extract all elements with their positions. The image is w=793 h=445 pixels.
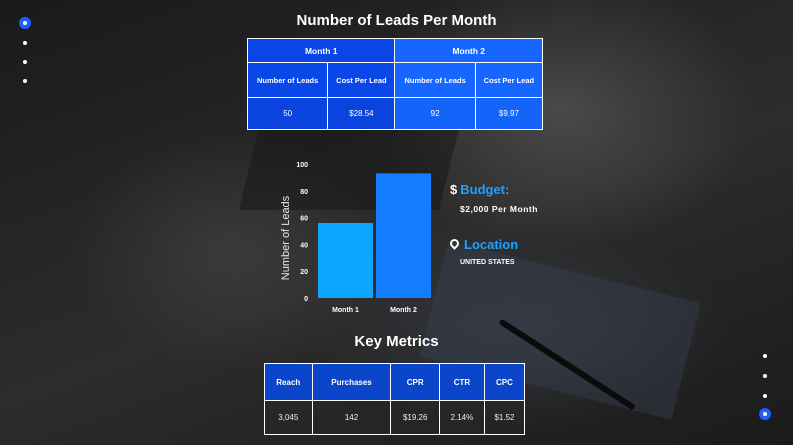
slide-nav-dot[interactable] [23,60,27,64]
slide-nav-dot-active[interactable] [759,408,771,420]
month1-leads-header: Number of Leads [246,62,329,98]
location-label: Location [464,237,519,252]
location-title: Location [448,237,519,252]
page-title: Number of Leads Per Month [296,12,497,29]
month1-header: Month 1 [246,38,396,63]
metric-value: 2.14% [438,400,485,435]
metric-value: $1.52 [483,400,526,435]
metric-header: Reach [264,363,313,401]
location-value: UNITED STATES [460,259,515,266]
budget-value: $2,000 Per Month [460,204,538,214]
slide-nav-dot[interactable] [763,374,767,378]
metric-value: 3,045 [264,400,313,435]
leads-per-month-table: Month 1 Month 2 Number of Leads Cost Per… [246,38,544,130]
month2-header: Month 2 [394,38,543,63]
y-tick-label: 20 [300,269,308,276]
metric-header: CTR [438,363,485,401]
budget-label: Budget: [460,182,510,197]
slide-nav-dot[interactable] [23,41,27,45]
month2-cost-header: Cost Per Lead [474,62,544,98]
month1-cost-value: $28.54 [327,97,396,130]
slide-nav-dot-active[interactable] [19,17,31,29]
month1-leads-value: 50 [246,97,329,130]
month1-cost-header: Cost Per Lead [327,62,396,98]
metric-header: Purchases [311,363,392,401]
month2-leads-header: Number of Leads [394,62,476,98]
dollar-icon: $ [450,182,458,197]
key-metrics-table: Reach Purchases CPR CTR CPC 3,045 142 $1… [264,363,526,435]
metric-header: CPC [483,363,526,401]
x-tick-label: Month 2 [390,307,417,314]
y-tick-label: 40 [300,242,308,249]
y-tick-label: 0 [304,296,308,303]
y-tick-label: 60 [300,216,308,223]
chart-bar [318,222,373,298]
y-tick-label: 80 [300,189,308,196]
chart-bar [376,173,431,298]
y-tick-label: 100 [296,162,308,169]
slide-nav-dot[interactable] [763,394,767,398]
key-metrics-title: Key Metrics [354,333,439,350]
metric-value: 142 [311,400,392,435]
month2-cost-value: $9.97 [474,97,544,130]
map-pin-icon [448,237,461,250]
slide-nav-dot[interactable] [23,79,27,83]
budget-title: $ Budget: [450,182,509,197]
metric-value: $19.26 [390,400,440,435]
x-tick-label: Month 1 [332,307,359,314]
metric-header: CPR [390,363,440,401]
chart-canvas: 0 20 40 60 80 100 Month 1 Month 2 [296,162,431,314]
month2-leads-value: 92 [394,97,476,130]
leads-bar-chart: Number of Leads 0 20 40 60 80 100 Month 1 Month… [268,152,443,320]
slide-nav-dot[interactable] [763,354,767,358]
